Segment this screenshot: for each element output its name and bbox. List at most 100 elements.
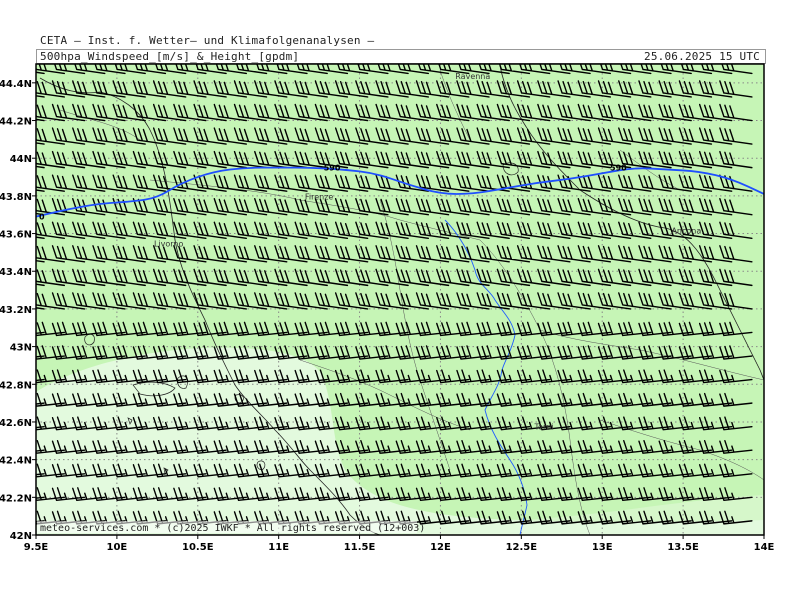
wind-barb xyxy=(355,321,389,337)
wind-barb xyxy=(152,150,187,169)
wind-barb xyxy=(638,221,672,239)
wind-barb xyxy=(254,80,288,98)
wind-barb xyxy=(476,103,510,122)
wind-barb xyxy=(213,439,248,454)
wind-barb xyxy=(132,463,167,478)
wind-barb xyxy=(112,292,146,310)
wind-barb xyxy=(375,150,409,169)
wind-barb xyxy=(254,416,288,431)
wind-barb xyxy=(152,369,187,384)
wind-barb xyxy=(213,80,248,98)
x-tick-label: 14E xyxy=(754,542,775,553)
wind-barb xyxy=(678,150,713,169)
wind-barb xyxy=(638,245,672,263)
wind-barb xyxy=(233,392,268,407)
wind-barb xyxy=(638,127,672,145)
wind-barb xyxy=(395,103,430,122)
wind-barb xyxy=(193,80,227,98)
wind-barb xyxy=(314,439,349,454)
wind-barb xyxy=(415,392,450,407)
wind-barb xyxy=(537,292,571,310)
wind-barb xyxy=(314,127,349,145)
wind-barb xyxy=(680,64,713,75)
wind-barb xyxy=(213,321,248,337)
wind-barb xyxy=(557,345,591,360)
wind-barb xyxy=(719,80,753,98)
wind-barb xyxy=(476,245,510,263)
wind-barb xyxy=(92,245,126,263)
wind-barb xyxy=(233,268,268,287)
wind-barb xyxy=(334,439,369,454)
wind-barb xyxy=(658,127,692,145)
wind-barb xyxy=(638,321,672,337)
wind-barb xyxy=(436,416,470,431)
wind-barb xyxy=(395,487,430,502)
wind-barb xyxy=(213,487,248,502)
wind-barb xyxy=(557,103,591,122)
wind-barb xyxy=(173,392,207,407)
wind-barb xyxy=(476,416,510,431)
wind-barb xyxy=(274,345,308,360)
y-tick-label: 43.4N xyxy=(0,267,32,278)
wind-barb xyxy=(638,392,672,407)
wind-barb xyxy=(132,245,167,263)
wind-barb xyxy=(213,345,248,360)
wind-barb xyxy=(173,174,207,192)
wind-barb xyxy=(537,369,571,384)
wind-barb xyxy=(678,80,713,98)
wind-barb xyxy=(152,345,187,360)
wind-barb xyxy=(698,292,733,310)
wind-barb xyxy=(557,292,591,310)
wind-barb xyxy=(274,416,308,431)
wind-barb xyxy=(233,292,268,310)
wind-barb xyxy=(678,198,713,216)
wind-barb xyxy=(72,487,106,502)
wind-barb xyxy=(678,392,713,407)
wind-barb xyxy=(658,416,692,431)
wind-barb xyxy=(193,127,227,145)
wind-barb xyxy=(618,439,652,454)
wind-barb xyxy=(658,80,692,98)
wind-barb xyxy=(719,221,753,239)
wind-barb xyxy=(678,463,713,478)
wind-barb xyxy=(294,439,328,454)
wind-barb xyxy=(719,150,753,169)
wind-barb xyxy=(314,198,349,216)
wind-barb xyxy=(72,345,106,360)
wind-barb xyxy=(678,268,713,287)
wind-barb xyxy=(516,221,551,239)
wind-barb xyxy=(72,268,106,287)
wind-barb xyxy=(92,345,126,360)
wind-barb xyxy=(175,64,207,75)
wind-barb xyxy=(618,392,652,407)
wind-barb xyxy=(375,321,409,337)
city-label-terni: Terni xyxy=(534,422,554,431)
wind-barb xyxy=(436,174,470,192)
wind-barb xyxy=(415,103,450,122)
wind-barb xyxy=(254,221,288,239)
wind-barb xyxy=(152,321,187,337)
wind-barb xyxy=(719,103,753,122)
y-tick-label: 42N xyxy=(10,531,32,542)
y-tick-label: 43.6N xyxy=(0,230,32,241)
wind-barb xyxy=(233,416,268,431)
x-axis: 9.5E 10E 10.5E 11E 11.5E 12E 12.5E 13E 13.5E 14E xyxy=(24,535,775,553)
wind-barb xyxy=(274,392,308,407)
wind-barb xyxy=(496,463,531,478)
graticule xyxy=(36,64,764,535)
wind-barb xyxy=(618,198,652,216)
wind-barb xyxy=(719,369,753,384)
wind-barb xyxy=(577,150,612,169)
wind-barb xyxy=(638,510,672,525)
wind-barb xyxy=(152,416,187,431)
wind-barb xyxy=(215,64,248,75)
wind-barb xyxy=(476,321,510,337)
wind-barb xyxy=(638,198,672,216)
wind-barb xyxy=(51,392,86,407)
wind-barb xyxy=(678,127,713,145)
wind-barb xyxy=(314,416,349,431)
wind-barb xyxy=(355,369,389,384)
wind-barb xyxy=(173,221,207,239)
wind-barb xyxy=(254,245,288,263)
wind-barb xyxy=(92,321,126,337)
